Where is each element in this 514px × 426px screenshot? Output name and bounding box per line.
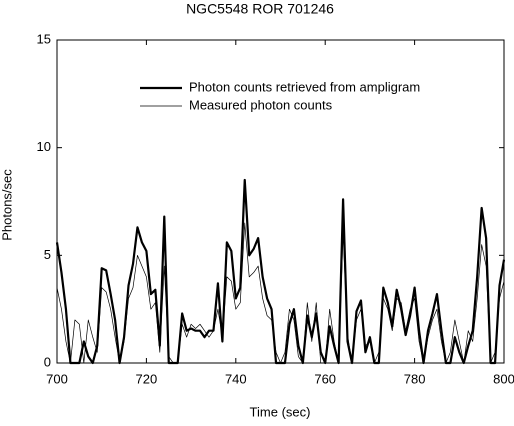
data-line [55, 178, 506, 365]
legend-label: Photon counts retrieved from ampligram [189, 79, 420, 94]
x-tick-label: 760 [314, 371, 336, 386]
y-axis-label: Photons/sec [0, 169, 14, 241]
x-tick-label: 720 [136, 371, 158, 386]
x-tick-label: 780 [404, 371, 426, 386]
x-axis-label: Time (sec) [250, 404, 311, 419]
x-tick-label: 700 [46, 371, 68, 386]
legend-label: Measured photon counts [189, 97, 333, 112]
chart-title: NGC5548 ROR 701246 [186, 1, 334, 17]
y-tick-label: 15 [37, 31, 51, 46]
x-tick-label: 800 [493, 371, 514, 386]
x-tick-label: 740 [225, 371, 247, 386]
y-tick-label: 0 [44, 354, 51, 369]
y-tick-label: 10 [37, 139, 51, 154]
y-tick-label: 5 [44, 247, 51, 262]
